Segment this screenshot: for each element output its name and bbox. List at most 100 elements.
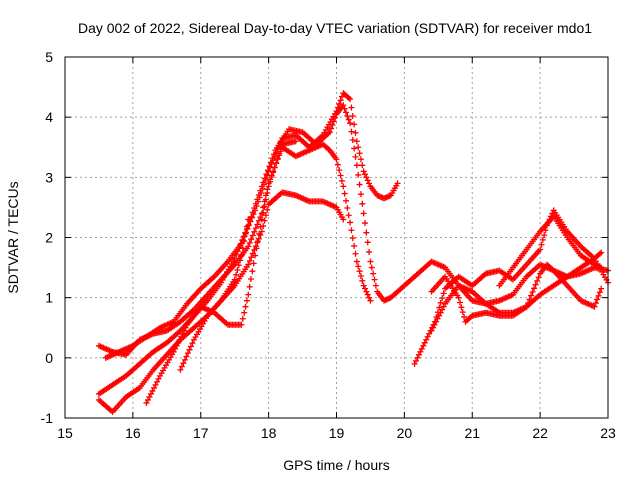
x-tick-label: 16 [125,425,141,441]
data-point [336,167,343,174]
data-point [271,164,278,171]
data-point [274,155,281,162]
data-point [334,104,341,111]
data-point [267,178,274,185]
data-point [268,173,275,180]
data-point [249,232,256,239]
data-point [180,360,187,367]
data-point [523,303,530,310]
data-point [348,104,355,111]
data-point [147,390,154,397]
data-point [238,252,245,259]
data-point [242,303,249,310]
data-point [353,258,360,265]
y-tick-label: 2 [45,230,53,246]
data-point [367,258,374,265]
data-point [348,227,355,234]
series-trace-5 [143,138,299,406]
data-point [596,289,603,296]
data-point [154,378,161,385]
data-point [273,159,280,166]
data-point [356,150,363,157]
data-point [260,209,267,216]
data-point [363,174,370,181]
data-point [249,268,256,275]
data-point [355,144,362,151]
data-point [292,138,299,145]
data-point [253,245,260,252]
data-point [345,116,352,123]
data-point [264,189,271,196]
data-point [353,162,360,169]
data-point [459,309,466,316]
data-point [349,235,356,242]
data-point [249,214,256,221]
data-point [421,339,428,346]
data-point [242,230,249,237]
data-point [591,303,598,310]
data-point [394,180,401,187]
data-point [252,207,259,214]
data-point [340,183,347,190]
data-point [357,156,364,163]
x-tick-label: 23 [600,425,616,441]
data-point [149,387,156,394]
data-point [252,225,259,232]
data-point [525,300,532,307]
data-point [246,239,253,246]
data-point [364,291,371,298]
data-point [439,306,446,313]
data-point [337,172,344,179]
data-point [243,297,250,304]
data-point [254,238,261,245]
data-point [273,149,280,156]
data-point [426,330,433,337]
data-point [255,217,262,224]
data-point [181,327,188,334]
data-point [349,137,356,144]
data-point [423,336,430,343]
data-point [277,145,284,152]
data-point [256,194,263,201]
data-point [351,121,358,128]
x-tick-label: 18 [261,425,277,441]
data-point [356,181,363,188]
data-point [430,324,437,331]
data-point [246,257,253,264]
data-point [326,129,333,136]
data-point [252,252,259,259]
y-tick-label: 1 [45,290,53,306]
data-point [537,246,544,253]
x-tick-label: 17 [193,425,209,441]
data-point [434,315,441,322]
data-point [436,312,443,319]
data-point [366,180,373,187]
data-point [352,250,359,257]
data-point [333,108,340,115]
data-point [417,348,424,355]
data-point [366,294,373,301]
data-point [344,205,351,212]
data-point [235,262,242,269]
data-point [534,277,541,284]
data-point [261,181,268,188]
data-point [245,243,252,250]
data-point [359,277,366,284]
data-point [343,197,350,204]
data-point [364,177,371,184]
data-point [428,327,435,334]
data-point [364,239,371,246]
data-point [362,220,369,227]
data-point [457,299,464,306]
data-point [595,292,602,299]
data-point [362,171,369,178]
data-point [366,248,373,255]
data-point [187,343,194,350]
data-point [455,294,462,301]
data-point [270,169,277,176]
data-point [233,271,240,278]
data-point [263,171,270,178]
x-tick-label: 19 [329,425,345,441]
data-point [258,216,265,223]
